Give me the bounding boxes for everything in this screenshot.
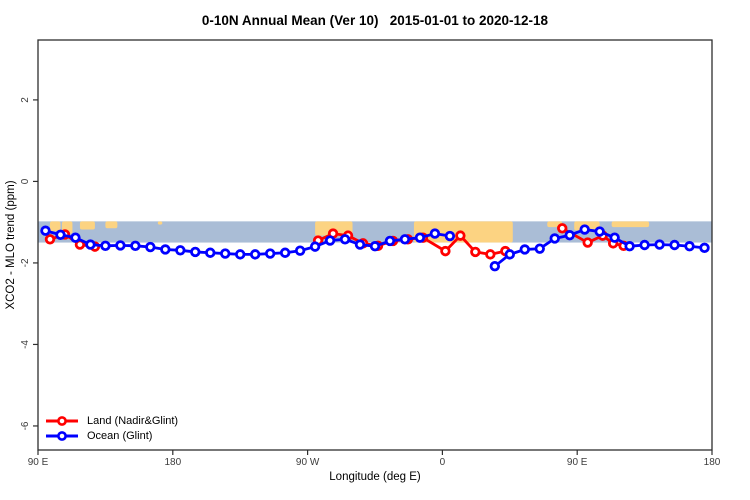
ocean-data-point <box>609 232 620 243</box>
ocean-data-point <box>40 225 51 236</box>
land-data-point <box>44 234 56 245</box>
ocean-data-point <box>699 242 710 254</box>
land-data-point <box>455 230 466 241</box>
y-tick-label: 2 <box>20 97 31 103</box>
x-axis-label: Longitude (deg E) <box>329 471 421 483</box>
ocean-data-point <box>339 234 351 245</box>
ocean-data-point <box>684 241 695 252</box>
map-land-patch <box>105 221 118 229</box>
ocean-data-point <box>249 249 261 260</box>
ocean-data-point <box>654 239 665 250</box>
land-data-point <box>440 245 451 257</box>
ocean-data-point <box>384 235 396 247</box>
y-tick-label: -6 <box>20 421 31 430</box>
map-land-patch <box>157 221 163 225</box>
ocean-data-point <box>309 241 321 252</box>
ocean-data-point <box>190 246 201 258</box>
land-data-point <box>470 246 481 258</box>
ocean-data-point <box>220 248 231 259</box>
legend-item-land: Land (Nadir&Glint) <box>44 414 178 427</box>
ocean-series-swatch-icon <box>46 430 78 441</box>
ocean-data-point <box>145 241 156 253</box>
map-ocean-band <box>38 221 712 243</box>
legend-label-ocean: Ocean (Glint) <box>87 429 153 442</box>
y-tick-label: -4 <box>20 340 31 349</box>
map-land-patch <box>611 221 650 228</box>
ocean-data-point <box>234 249 246 260</box>
x-tick-label: 90 E <box>28 457 49 468</box>
y-axis-label: XCO2 - MLO trend (ppm) <box>5 180 17 310</box>
land-data-point <box>485 249 496 260</box>
chart-title: 0-10N Annual Mean (Ver 10) 2015-01-01 to… <box>201 13 549 28</box>
x-tick-label: 90 E <box>567 457 588 468</box>
ocean-data-point <box>160 244 171 255</box>
land-data-point <box>557 223 568 234</box>
ocean-data-point <box>624 241 635 252</box>
legend: Land (Nadir&Glint) Ocean (Glint) <box>44 414 178 442</box>
ocean-data-point <box>324 235 336 246</box>
ocean-data-point <box>579 224 590 235</box>
ocean-data-point <box>549 233 560 244</box>
ocean-data-point <box>85 239 96 250</box>
ocean-data-point <box>369 241 381 252</box>
x-tick-label: 90 W <box>296 457 320 468</box>
legend-item-ocean: Ocean (Glint) <box>44 429 178 442</box>
x-tick-label: 180 <box>164 457 181 468</box>
ocean-data-point <box>429 228 441 239</box>
ocean-data-point <box>100 240 111 252</box>
y-tick-label: 0 <box>20 178 31 184</box>
ocean-data-point <box>279 247 291 258</box>
land-data-point <box>582 237 593 248</box>
ocean-data-point <box>115 240 126 251</box>
x-tick-label: 180 <box>704 457 721 468</box>
x-tick-label: 0 <box>440 457 446 468</box>
ocean-data-point <box>594 226 605 237</box>
y-tick-label: -2 <box>20 258 31 267</box>
ocean-data-point <box>444 230 456 242</box>
land-series-swatch-icon <box>46 415 78 426</box>
legend-label-land: Land (Nadir&Glint) <box>87 414 179 427</box>
ocean-data-point <box>175 245 186 256</box>
ocean-data-point <box>399 234 411 245</box>
plot-box <box>37 39 713 451</box>
ocean-data-point <box>264 248 276 259</box>
ocean-data-point <box>55 229 66 241</box>
map-land-patch <box>49 221 61 232</box>
ocean-data-point <box>414 232 426 243</box>
ocean-data-point <box>294 245 306 256</box>
ocean-data-point <box>354 239 366 250</box>
ocean-data-point <box>639 239 650 251</box>
map-land-patch <box>79 221 95 230</box>
ocean-data-point <box>669 239 680 251</box>
ocean-data-point <box>489 260 501 272</box>
ocean-data-point <box>70 232 81 243</box>
ocean-data-point <box>130 240 141 252</box>
ocean-data-point <box>519 244 530 255</box>
ocean-data-point <box>504 249 515 260</box>
ocean-data-point <box>564 230 575 241</box>
ocean-data-point <box>534 243 545 254</box>
ocean-series-line <box>44 229 452 256</box>
ocean-data-point <box>205 247 216 258</box>
